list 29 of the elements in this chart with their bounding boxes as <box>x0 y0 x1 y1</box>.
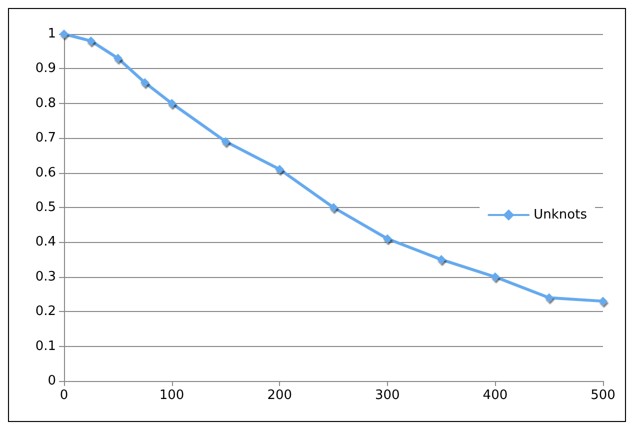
x-tick-label: 200 <box>267 388 292 403</box>
y-tick-label: 0.2 <box>35 304 56 320</box>
point <box>86 36 96 46</box>
y-tick-label: 1 <box>48 26 56 42</box>
point <box>436 255 446 264</box>
point <box>329 203 338 212</box>
y-tick-label: 0.6 <box>35 165 56 180</box>
y-tick-label: 0.7 <box>35 130 56 146</box>
point <box>167 98 176 108</box>
x-tick-label: 100 <box>159 388 184 403</box>
x-tick-label: 300 <box>374 388 400 403</box>
point <box>598 296 608 306</box>
y-tick-label: 0.3 <box>35 269 56 284</box>
point <box>275 164 284 174</box>
y-tick-label: 0.1 <box>35 338 56 354</box>
y-tick-label: 0.5 <box>35 200 56 215</box>
x-tick-label: 500 <box>590 388 616 403</box>
legend-label: Unknots <box>534 208 588 222</box>
point <box>490 272 500 282</box>
y-tick-label: 0.9 <box>35 61 56 76</box>
y-tick-label: 0.4 <box>35 234 56 250</box>
point <box>382 234 392 244</box>
point <box>140 78 150 88</box>
x-tick-label: 0 <box>60 388 68 403</box>
y-tick-label: 0 <box>48 374 56 388</box>
x-tick-label: 400 <box>482 388 508 403</box>
y-tick-label: 0.8 <box>35 96 56 111</box>
point <box>221 137 230 146</box>
point <box>113 54 122 63</box>
